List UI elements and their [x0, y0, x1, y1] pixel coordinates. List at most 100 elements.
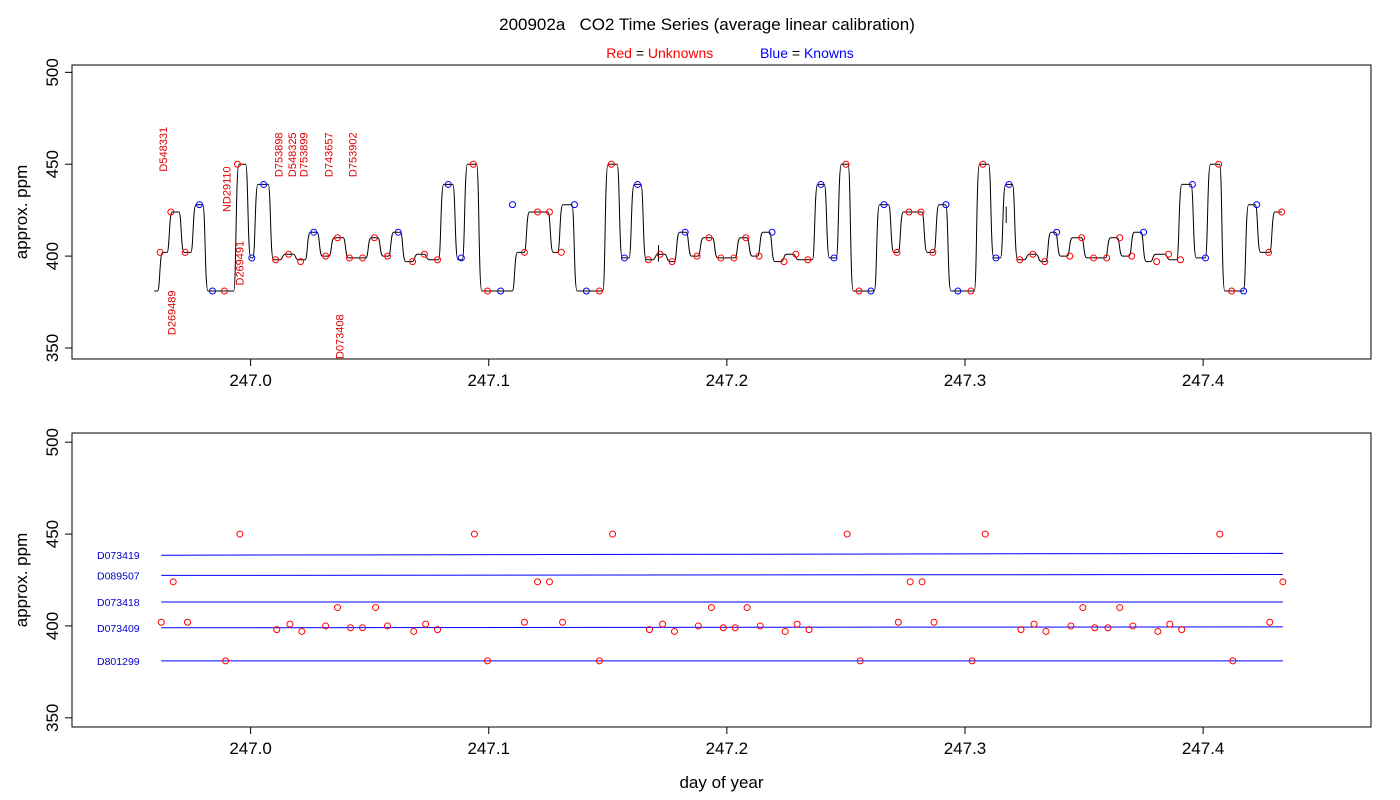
unknown-point — [1078, 234, 1086, 242]
unknown-point — [645, 626, 653, 634]
known-point — [582, 287, 590, 295]
known-point — [880, 201, 888, 209]
known-point — [394, 228, 402, 236]
unknown-point — [842, 160, 850, 168]
x-axis-label: day of year — [679, 773, 763, 792]
unknown-point — [1079, 604, 1087, 612]
known-point — [867, 287, 875, 295]
unknown-point — [557, 248, 565, 256]
unknown-point — [272, 256, 280, 264]
known-point — [634, 180, 642, 188]
unknown-point — [359, 254, 367, 262]
reference-label: D073409 — [97, 623, 140, 635]
unknown-point — [1041, 258, 1049, 266]
unknown-point — [167, 208, 175, 216]
x-tick-label: 247.4 — [1182, 371, 1225, 390]
unknown-point — [644, 256, 652, 264]
known-point — [1188, 180, 1196, 188]
unknown-point — [1067, 622, 1075, 630]
unknown-point — [968, 657, 976, 665]
unknown-point — [156, 248, 164, 256]
plot-frame — [71, 64, 1372, 360]
unknown-point — [286, 620, 294, 628]
unknown-point — [534, 208, 542, 216]
unknown-point — [520, 618, 528, 626]
unknown-point — [1104, 624, 1112, 632]
chart-title: 200902a CO2 Time Series (average linear … — [499, 15, 915, 34]
unknown-point — [1166, 620, 1174, 628]
unknown-point — [1128, 252, 1136, 260]
unknown-point — [1266, 618, 1274, 626]
unknown-point — [1103, 254, 1111, 262]
top-panel: 247.0 247.1 247.2 247.3 247.4 350 400 450 500 app… — [12, 58, 1372, 390]
unknown-point — [297, 258, 305, 266]
unknown-point — [484, 657, 492, 665]
known-point — [1240, 287, 1248, 295]
unknown-point — [979, 160, 987, 168]
sample-annotation: D548325 — [287, 132, 299, 177]
bottom-panel: 247.0 247.1 247.2 247.3 247.4 350 400 450 500 app… — [12, 428, 1372, 792]
unknown-point — [1278, 208, 1286, 216]
reference-label: D801299 — [97, 656, 140, 668]
y-axis-label: approx. ppm — [12, 165, 31, 260]
unknown-point — [705, 234, 713, 242]
unknown-point — [334, 604, 342, 612]
unknown-point — [1091, 624, 1099, 632]
reference-label: D089507 — [97, 570, 140, 582]
known-point — [620, 254, 628, 262]
annotation-group: D548331 ND29110 D269491 D753898 D548325 D7538… — [158, 127, 359, 359]
unknown-point — [755, 252, 763, 260]
unknown-point — [236, 530, 244, 538]
unknown-point — [693, 252, 701, 260]
unknown-point — [756, 622, 764, 630]
unknown-point — [285, 250, 293, 258]
unknown-point — [372, 604, 380, 612]
unknown-point — [1165, 250, 1173, 258]
unknown-point — [1279, 578, 1287, 586]
unknown-point — [781, 627, 789, 635]
unknown-point — [322, 252, 330, 260]
known-point — [457, 254, 465, 262]
sample-annotation: ND29110 — [221, 166, 233, 212]
known-point — [195, 201, 203, 209]
unknown-point — [347, 624, 355, 632]
sample-annotation: D753898 — [274, 132, 286, 177]
x-tick-label: 247.2 — [706, 739, 749, 758]
y-tick-label: 400 — [43, 242, 62, 270]
unknown-point — [384, 622, 392, 630]
sample-annotation: D743657 — [324, 132, 336, 177]
unknown-point — [1129, 622, 1137, 630]
x-tick-label: 247.3 — [944, 739, 987, 758]
unknown-point — [234, 160, 242, 168]
unknown-point — [469, 160, 477, 168]
unknown-point — [1153, 258, 1161, 266]
legend-red-word: Red — [606, 45, 632, 61]
unknown-point — [1229, 657, 1237, 665]
reference-line — [161, 573, 1283, 576]
unknown-point — [793, 620, 801, 628]
unknown-point — [222, 657, 230, 665]
legend-blue-equals: = — [792, 45, 800, 61]
sample-annotation: D269491 — [234, 241, 246, 286]
unknown-point — [742, 234, 750, 242]
unknown-point — [334, 234, 342, 242]
known-point — [509, 201, 517, 209]
unknown-point — [930, 618, 938, 626]
legend-unknowns-label: Unknowns — [648, 45, 713, 61]
unknown-point — [893, 248, 901, 256]
unknown-point — [345, 254, 353, 262]
reference-line — [161, 626, 1283, 629]
reference-label: D073418 — [97, 597, 140, 609]
x-tick-label: 247.4 — [1182, 739, 1225, 758]
unknown-point — [595, 287, 603, 295]
unknown-point — [1030, 620, 1038, 628]
unknown-point — [905, 208, 913, 216]
known-point — [497, 287, 505, 295]
unknown-point — [484, 287, 492, 295]
legend-knowns-label: Knowns — [804, 45, 854, 61]
x-tick-label: 247.2 — [706, 371, 749, 390]
known-point — [1053, 228, 1061, 236]
unknown-point — [917, 208, 925, 216]
known-point — [1140, 228, 1148, 236]
known-point — [1005, 180, 1013, 188]
